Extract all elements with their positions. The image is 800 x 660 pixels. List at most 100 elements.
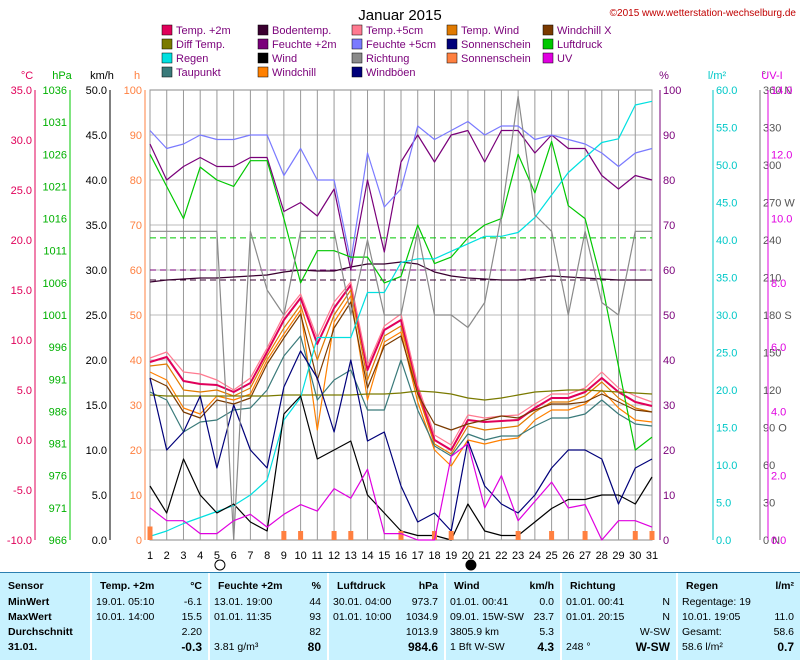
- table-header-label: Sensor: [8, 580, 44, 592]
- tick-label-rain: 50.0: [716, 160, 737, 172]
- tick-label-sun: 0: [136, 535, 142, 547]
- tick-label-humidity: 60: [663, 265, 675, 277]
- tick-label-pressure: 991: [49, 374, 67, 386]
- table-row: MinWert: [0, 595, 90, 609]
- x-tick-label: 2: [164, 550, 170, 562]
- x-tick-label: 6: [231, 550, 237, 562]
- legend-label-bodentemp: Bodentemp.: [272, 25, 331, 37]
- table-row: 01.01. 20:15 N: [562, 610, 678, 624]
- table-cell-value: 93: [309, 611, 321, 623]
- table-cell-value: 5.3: [539, 626, 554, 638]
- legend-label-windchill-x: Windchill X: [557, 25, 612, 37]
- table-row: MaxWert: [0, 610, 90, 624]
- copyright-text: ©2015 www.wetterstation-wechselburg.de: [610, 8, 797, 19]
- tick-label-wind: 0.0: [92, 535, 107, 547]
- tick-label-pressure: 1031: [43, 117, 67, 129]
- tick-label-rain: 15.0: [716, 423, 737, 435]
- legend-label-taupunkt: Taupunkt: [176, 67, 221, 79]
- table-row: Regentage: 19: [678, 595, 800, 609]
- x-tick-label: 7: [247, 550, 253, 562]
- tick-label-temp: 10.0: [11, 335, 32, 347]
- tick-label-pressure: 1016: [43, 214, 67, 226]
- tick-label-wind: 35.0: [86, 220, 107, 232]
- tick-label-wind: 30.0: [86, 265, 107, 277]
- table-header-label: Wind: [454, 580, 480, 592]
- tick-label-pressure: 971: [49, 503, 67, 515]
- legend-swatch-temp-5cm: [351, 24, 363, 36]
- legend-swatch-sonnenschein: [446, 52, 458, 64]
- tick-label-direction: 270 W: [763, 198, 795, 210]
- x-tick-label: 3: [180, 550, 186, 562]
- table-cell-label: 09.01. 15W-SW: [450, 611, 524, 623]
- table-cell-value: 0.7: [777, 640, 794, 654]
- tick-label-direction: 180 S: [763, 310, 792, 322]
- table-row: 2.20: [92, 625, 210, 639]
- legend-swatch-windchill-x: [542, 24, 554, 36]
- legend-label-windchill: Windchill: [272, 67, 316, 79]
- table-cell-value: N: [662, 596, 670, 608]
- table-row: 82: [210, 625, 329, 639]
- tick-label-humidity: 90: [663, 130, 675, 142]
- tick-label-sun: 20: [130, 445, 142, 457]
- tick-label-rain: 40.0: [716, 235, 737, 247]
- table-col-regen: Regen l/m² Regentage: 19 10.01. 19:05 11.0 Ge…: [676, 573, 800, 660]
- moon-full-icon: [465, 559, 477, 571]
- legend-swatch-sonnenschein: [446, 38, 458, 50]
- axis-unit-pressure: hPa: [52, 70, 72, 82]
- series-feuchte-2m: [149, 129, 653, 271]
- tick-label-temp: 15.0: [11, 285, 32, 297]
- axis-unit-direction: °: [762, 70, 766, 82]
- plot-area: [147, 95, 655, 541]
- table-cell-label: 19.01. 05:10: [96, 596, 155, 608]
- legend-label-luftdruck: Luftdruck: [557, 39, 603, 51]
- x-tick-label: 31: [646, 550, 658, 562]
- table-col-temp: Temp. +2m °C 19.01. 05:10 -6.1 10.01. 14:00 1…: [90, 573, 210, 660]
- legend-swatch-regen: [161, 52, 173, 64]
- tick-label-pressure: 981: [49, 439, 67, 451]
- tick-label-uv: 0.0: [771, 535, 786, 547]
- tick-label-wind: 45.0: [86, 130, 107, 142]
- tick-label-wind: 50.0: [86, 85, 107, 97]
- table-cell-label: 01.01. 10:00: [333, 611, 392, 623]
- series-taupunkt: [149, 335, 653, 457]
- table-row: 1013.9: [329, 625, 446, 639]
- table-header-label: Luftdruck: [337, 580, 386, 592]
- legend-label-temp-5cm: Temp.+5cm: [366, 25, 423, 37]
- table-cell-value: N: [662, 611, 670, 623]
- tick-label-sun: 70: [130, 220, 142, 232]
- table-row: 30.01. 04:00 973.7: [329, 595, 446, 609]
- table-cell-label: 01.01. 00:41: [450, 596, 509, 608]
- x-tick-label: 4: [197, 550, 203, 562]
- tick-label-direction: 60: [763, 460, 775, 472]
- tick-label-temp: -5.0: [13, 485, 32, 497]
- table-row: Temp. +2m °C: [92, 579, 210, 593]
- table-col-wind: Wind km/h 01.01. 00:41 0.0 09.01. 15W-SW 23.7…: [444, 573, 562, 660]
- legend-swatch-feuchte-5cm: [351, 38, 363, 50]
- x-tick-label: 17: [412, 550, 424, 562]
- table-row: 10.01. 19:05 11.0: [678, 610, 800, 624]
- tick-label-temp: 35.0: [11, 85, 32, 97]
- table-row-label: MaxWert: [8, 611, 52, 623]
- legend-label-temp-wind: Temp. Wind: [461, 25, 519, 37]
- table-header-unit: hPa: [418, 580, 438, 592]
- legend-label-sonnenschein: Sonnenschein: [461, 53, 531, 65]
- table-col-feuchte: Feuchte +2m% 13.01. 19:00 44 01.01. 11:35 93…: [208, 573, 329, 660]
- legend-swatch-temp-wind: [446, 24, 458, 36]
- x-tick-label: 21: [479, 550, 491, 562]
- tick-label-wind: 15.0: [86, 400, 107, 412]
- table-row: 01.01. 10:00 1034.9: [329, 610, 446, 624]
- table-row: 984.6: [329, 640, 446, 654]
- table-header-unit: %: [311, 580, 321, 592]
- legend-label-wind: Wind: [272, 53, 297, 65]
- table-cell-label: 248 °: [566, 641, 591, 653]
- x-tick-label: 13: [345, 550, 357, 562]
- table-col-richtung: Richtung 01.01. 00:41 N 01.01. 20:15 N W-SW 24…: [560, 573, 678, 660]
- x-tick-label: 16: [395, 550, 407, 562]
- table-cell-value: 984.6: [407, 640, 438, 654]
- table-row: 31.01.: [0, 640, 90, 654]
- tick-label-wind: 5.0: [92, 490, 107, 502]
- table-cell-value: 23.7: [533, 611, 554, 623]
- legend: Temp. +2m Bodentemp. Temp.+5cm Temp. Wind Wi…: [161, 24, 612, 79]
- axis-unit-wind: km/h: [90, 70, 114, 82]
- tick-label-temp: 25.0: [11, 185, 32, 197]
